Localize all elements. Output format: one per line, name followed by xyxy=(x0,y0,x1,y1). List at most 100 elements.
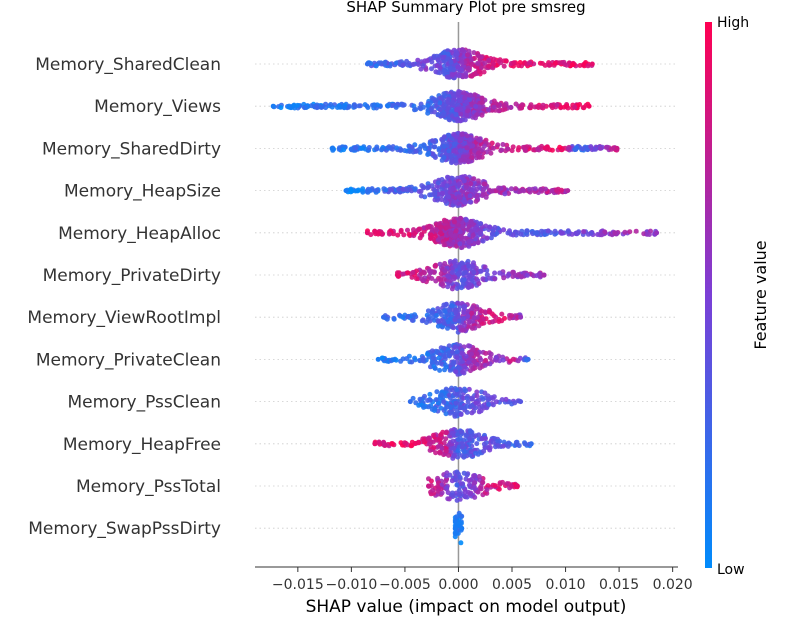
shap-point xyxy=(463,185,469,190)
shap-point xyxy=(440,104,446,110)
shap-extreme-point xyxy=(654,230,660,236)
shap-point xyxy=(464,133,470,139)
shap-point xyxy=(458,520,464,526)
shap-point xyxy=(314,105,320,111)
shap-point xyxy=(436,146,442,152)
shap-point xyxy=(429,310,435,316)
shap-point xyxy=(417,396,423,402)
shap-point xyxy=(492,483,498,489)
x-tick-label: 0.020 xyxy=(653,577,693,593)
shap-point xyxy=(517,104,523,110)
shap-point xyxy=(522,441,528,447)
shap-point xyxy=(522,147,528,153)
shap-point xyxy=(461,305,467,311)
shap-point xyxy=(291,102,297,108)
shap-point xyxy=(482,390,488,396)
shap-point xyxy=(469,402,475,408)
shap-point xyxy=(462,494,468,500)
shap-point xyxy=(622,229,628,235)
x-tick-label: 0.000 xyxy=(438,577,478,593)
shap-point xyxy=(452,233,458,239)
shap-point xyxy=(442,268,448,274)
shap-point xyxy=(513,101,519,107)
feature-label: Memory_Views xyxy=(94,97,221,117)
shap-point xyxy=(451,325,456,331)
shap-point xyxy=(373,63,379,69)
shap-point xyxy=(360,186,366,192)
shap-point xyxy=(433,69,439,75)
shap-point xyxy=(458,111,464,117)
shap-extreme-point xyxy=(589,61,595,67)
shap-point xyxy=(476,401,481,407)
shap-point xyxy=(435,57,441,63)
feature-label: Memory_HeapSize xyxy=(64,182,221,202)
shap-point xyxy=(463,433,469,439)
shap-point xyxy=(452,391,458,397)
shap-point xyxy=(572,104,578,110)
shap-point xyxy=(453,228,459,234)
shap-point xyxy=(450,490,455,496)
shap-point xyxy=(336,146,342,152)
shap-point xyxy=(394,145,400,151)
shap-point xyxy=(430,315,436,321)
shap-point xyxy=(470,264,476,269)
shap-point xyxy=(437,225,443,231)
shap-point xyxy=(445,55,450,61)
shap-point xyxy=(404,356,410,362)
shap-point xyxy=(465,52,470,58)
shap-point xyxy=(603,144,609,150)
shap-point xyxy=(440,182,446,188)
shap-extreme-point xyxy=(518,314,524,320)
shap-extreme-point xyxy=(364,61,370,67)
shap-point xyxy=(478,221,483,227)
shap-point xyxy=(439,445,445,451)
shap-point xyxy=(515,272,521,278)
shap-point xyxy=(447,392,452,398)
shap-point xyxy=(612,230,618,236)
shap-point xyxy=(470,143,476,149)
shap-point xyxy=(513,439,519,445)
shap-point xyxy=(420,358,426,364)
shap-point xyxy=(454,355,460,361)
shap-point xyxy=(505,230,511,236)
shap-point xyxy=(488,235,494,241)
shap-point xyxy=(477,230,483,236)
shap-point xyxy=(419,318,425,324)
shap-point xyxy=(470,346,476,352)
shap-point xyxy=(445,325,450,331)
shap-point xyxy=(429,276,435,281)
shap-point xyxy=(577,63,583,68)
shap-point xyxy=(468,449,474,455)
shap-point xyxy=(410,269,416,275)
shap-point xyxy=(475,489,481,495)
shap-point xyxy=(409,359,415,365)
shap-point xyxy=(446,452,452,458)
shap-point xyxy=(429,66,434,72)
shap-point xyxy=(417,226,423,232)
shap-point xyxy=(491,104,497,110)
shap-point xyxy=(469,220,474,225)
shap-point xyxy=(437,437,443,443)
shap-point xyxy=(450,387,456,393)
shap-point xyxy=(440,140,446,146)
shap-point xyxy=(520,187,526,193)
shap-extreme-point xyxy=(525,356,531,362)
shap-point xyxy=(458,56,464,62)
shap-point xyxy=(437,367,443,373)
shap-point xyxy=(406,231,412,237)
shap-point xyxy=(460,154,466,160)
shap-point xyxy=(491,61,496,67)
shap-point xyxy=(466,478,472,484)
shap-point xyxy=(534,104,540,110)
shap-point xyxy=(454,349,460,355)
shap-point xyxy=(466,239,472,245)
shap-point xyxy=(491,56,497,62)
shap-point xyxy=(445,273,451,279)
shap-point xyxy=(473,104,479,109)
shap-point xyxy=(446,194,451,200)
shap-extreme-point xyxy=(372,441,378,447)
shap-point xyxy=(457,148,463,154)
shap-point xyxy=(460,327,466,333)
shap-point xyxy=(579,146,585,152)
shap-point xyxy=(376,230,382,236)
